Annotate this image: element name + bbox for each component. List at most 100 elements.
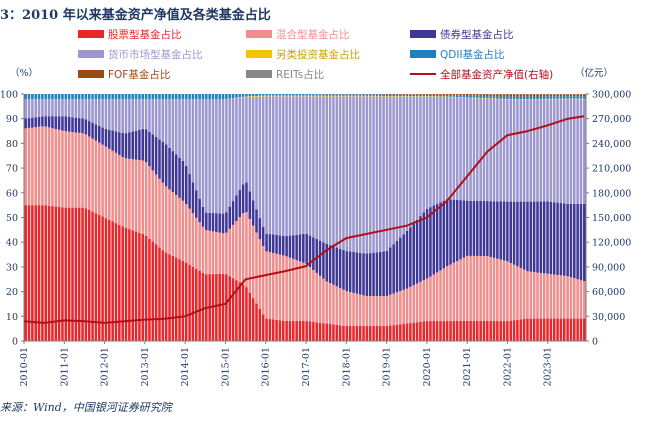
bar-segment — [496, 98, 499, 100]
bar-segment — [161, 94, 165, 99]
bar-segment — [94, 98, 98, 125]
legend-label: 全部基金资产净值(右轴) — [440, 68, 553, 81]
bar-segment — [101, 94, 104, 99]
bar-segment — [98, 142, 101, 215]
bar-segment — [345, 326, 349, 341]
bar-segment — [131, 98, 134, 132]
bar-segment — [492, 98, 496, 99]
bar-segment — [174, 195, 178, 258]
bar-segment — [402, 323, 405, 341]
bar-segment — [459, 97, 462, 98]
bar-segment — [265, 318, 268, 341]
bar-segment — [415, 96, 419, 97]
bar-segment — [295, 321, 298, 341]
bar-segment — [171, 151, 175, 193]
bar-segment — [87, 94, 91, 99]
bar-segment — [161, 141, 165, 183]
bar-segment — [188, 98, 191, 175]
bar-segment — [61, 116, 64, 131]
bar-segment — [385, 96, 389, 97]
bar-segment — [131, 94, 134, 99]
bar-segment — [442, 96, 446, 201]
bar-segment — [372, 296, 375, 327]
bar-segment — [526, 201, 529, 272]
x-tick-label: 2021-01 — [462, 347, 473, 386]
bar-segment — [573, 98, 576, 100]
bar-segment — [439, 94, 442, 97]
y-axis-left-label: （%） — [10, 67, 38, 79]
bar-segment — [251, 298, 255, 341]
bar-segment — [562, 275, 566, 319]
bar-segment — [556, 94, 559, 97]
bar-segment — [472, 95, 476, 98]
bar-segment — [576, 318, 579, 341]
bar-segment — [47, 116, 51, 128]
bar-segment — [372, 326, 375, 341]
bar-segment — [573, 94, 576, 97]
legend-label: 债券型基金占比 — [440, 28, 514, 41]
bar-segment — [268, 95, 272, 97]
bar-segment — [335, 324, 339, 341]
bar-segment — [469, 97, 472, 99]
bar-segment — [235, 195, 238, 221]
bar-segment — [231, 224, 235, 279]
bar-segment — [332, 96, 335, 247]
bar-segment — [308, 96, 312, 236]
bar-segment — [479, 320, 482, 341]
y-tick-label-right: 150,000 — [592, 213, 631, 224]
bar-segment — [372, 252, 375, 297]
bar-segment — [442, 268, 446, 322]
bar-segment — [512, 201, 516, 265]
bar-segment — [476, 98, 479, 201]
bar-segment — [328, 96, 332, 246]
bar-segment — [412, 96, 415, 97]
bar-segment — [352, 96, 355, 252]
bar-segment — [77, 207, 81, 341]
bar-segment — [57, 94, 61, 99]
bar-segment — [298, 95, 302, 97]
bar-segment — [546, 99, 549, 202]
bar-segment — [432, 94, 436, 97]
bar-segment — [576, 279, 579, 319]
bar-segment — [552, 318, 556, 341]
bar-segment — [559, 275, 563, 319]
bar-segment — [322, 278, 325, 324]
bar-segment — [54, 206, 58, 341]
legend-label: 混合型基金占比 — [276, 28, 350, 41]
bar-segment — [552, 96, 556, 99]
bar-segment — [496, 96, 499, 99]
bar-segment — [509, 320, 513, 341]
bar-segment — [161, 182, 165, 251]
bar-segment — [412, 223, 415, 286]
bar-segment — [489, 98, 492, 99]
bar-segment — [255, 94, 258, 96]
bar-segment — [559, 99, 563, 204]
bar-segment — [512, 320, 516, 341]
bar-segment — [221, 273, 225, 341]
bar-segment — [302, 96, 305, 234]
bar-segment — [465, 95, 469, 98]
bar-segment — [509, 96, 513, 100]
bar-segment — [389, 96, 392, 248]
bar-segment — [41, 205, 44, 341]
bar-segment — [54, 116, 58, 129]
bar-segment — [506, 96, 509, 100]
bar-segment — [402, 289, 405, 324]
bar-segment — [231, 201, 235, 225]
bar-segment — [442, 321, 446, 341]
bar-segment — [469, 255, 472, 321]
bar-segment — [208, 98, 211, 213]
bar-segment — [108, 148, 111, 220]
bar-segment — [415, 322, 419, 341]
bar-segment — [429, 276, 432, 322]
bar-segment — [281, 95, 285, 97]
bar-segment — [449, 264, 452, 322]
bar-segment — [522, 319, 526, 341]
bar-segment — [405, 94, 409, 95]
bar-segment — [108, 219, 111, 341]
bar-segment — [445, 321, 449, 341]
bar-segment — [583, 99, 586, 204]
bar-segment — [251, 200, 255, 226]
bar-segment — [382, 94, 385, 96]
bar-segment — [258, 94, 262, 96]
